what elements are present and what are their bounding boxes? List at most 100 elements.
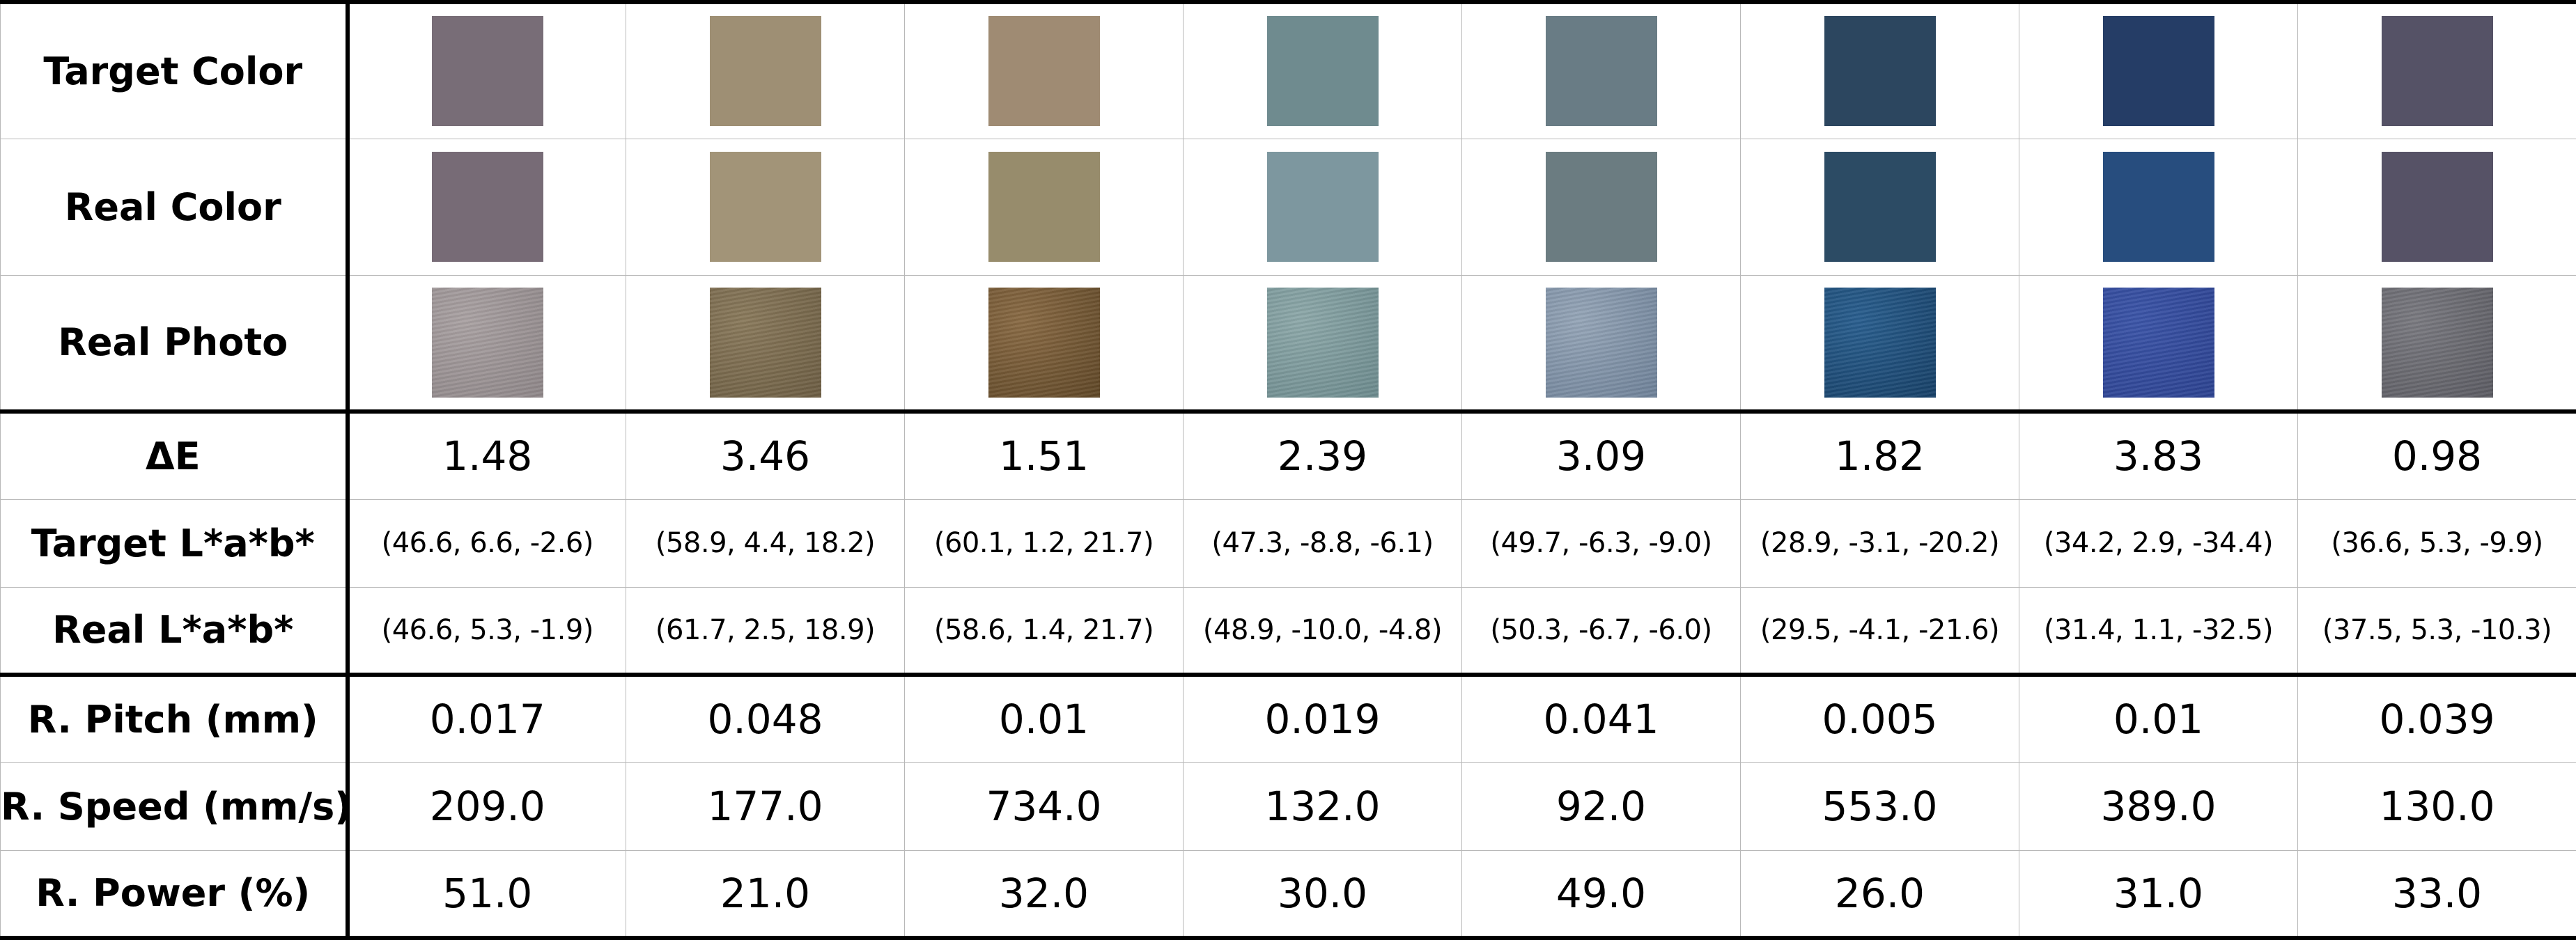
row-label-real-photo: Real Photo [1, 275, 348, 412]
target-lab-value: (60.1, 1.2, 21.7) [905, 499, 1184, 587]
target-color-swatch [2103, 16, 2214, 126]
target-lab-value: (49.7, -6.3, -9.0) [1462, 499, 1741, 587]
speed-value: 209.0 [348, 762, 626, 850]
real-photo-image [432, 288, 543, 398]
speed-value: 553.0 [1741, 762, 2019, 850]
real-color-swatch [2382, 152, 2493, 262]
power-value: 31.0 [2019, 850, 2298, 938]
delta-e-value: 3.09 [1462, 412, 1741, 499]
cell [905, 275, 1184, 412]
real-color-swatch [1824, 152, 1936, 262]
cell [348, 2, 626, 139]
power-value: 26.0 [1741, 850, 2019, 938]
cell [1741, 275, 2019, 412]
cell [1741, 2, 2019, 139]
real-lab-value: (61.7, 2.5, 18.9) [626, 587, 905, 675]
real-photo-image [1546, 288, 1657, 398]
real-lab-value: (48.9, -10.0, -4.8) [1184, 587, 1462, 675]
cell [1462, 139, 1741, 275]
delta-e-value: 1.51 [905, 412, 1184, 499]
target-color-swatch [1546, 16, 1657, 126]
cell [2019, 139, 2298, 275]
real-lab-row: Real L*a*b* (46.6, 5.3, -1.9) (61.7, 2.5… [1, 587, 2576, 675]
real-lab-value: (50.3, -6.7, -6.0) [1462, 587, 1741, 675]
real-photo-image [710, 288, 821, 398]
real-color-swatch [710, 152, 821, 262]
row-label-power: R. Power (%) [1, 850, 348, 938]
pitch-value: 0.039 [2298, 675, 2576, 762]
real-photo-row: Real Photo [1, 275, 2576, 412]
pitch-value: 0.041 [1462, 675, 1741, 762]
real-photo-image [988, 288, 1100, 398]
target-color-swatch [1824, 16, 1936, 126]
speed-value: 130.0 [2298, 762, 2576, 850]
power-value: 32.0 [905, 850, 1184, 938]
target-color-row: Target Color [1, 2, 2576, 139]
target-color-swatch [1267, 16, 1379, 126]
power-value: 51.0 [348, 850, 626, 938]
power-value: 30.0 [1184, 850, 1462, 938]
cell [626, 2, 905, 139]
delta-e-row: ΔE 1.48 3.46 1.51 2.39 3.09 1.82 3.83 0.… [1, 412, 2576, 499]
cell [2019, 275, 2298, 412]
real-color-swatch [2103, 152, 2214, 262]
target-lab-row: Target L*a*b* (46.6, 6.6, -2.6) (58.9, 4… [1, 499, 2576, 587]
real-color-swatch [1546, 152, 1657, 262]
real-photo-image [1267, 288, 1379, 398]
delta-e-value: 0.98 [2298, 412, 2576, 499]
power-value: 33.0 [2298, 850, 2576, 938]
pitch-value: 0.01 [2019, 675, 2298, 762]
cell [2298, 2, 2576, 139]
speed-value: 92.0 [1462, 762, 1741, 850]
real-lab-value: (58.6, 1.4, 21.7) [905, 587, 1184, 675]
delta-e-value: 1.48 [348, 412, 626, 499]
cell [626, 139, 905, 275]
delta-e-value: 3.83 [2019, 412, 2298, 499]
row-label-pitch: R. Pitch (mm) [1, 675, 348, 762]
real-lab-value: (29.5, -4.1, -21.6) [1741, 587, 2019, 675]
real-photo-image [2382, 288, 2493, 398]
target-lab-value: (28.9, -3.1, -20.2) [1741, 499, 2019, 587]
target-lab-value: (46.6, 6.6, -2.6) [348, 499, 626, 587]
pitch-value: 0.048 [626, 675, 905, 762]
real-lab-value: (31.4, 1.1, -32.5) [2019, 587, 2298, 675]
real-color-swatch [432, 152, 543, 262]
target-lab-value: (36.6, 5.3, -9.9) [2298, 499, 2576, 587]
pitch-value: 0.017 [348, 675, 626, 762]
real-lab-value: (37.5, 5.3, -10.3) [2298, 587, 2576, 675]
pitch-value: 0.005 [1741, 675, 2019, 762]
cell [1184, 139, 1462, 275]
cell [348, 275, 626, 412]
pitch-row: R. Pitch (mm) 0.017 0.048 0.01 0.019 0.0… [1, 675, 2576, 762]
speed-value: 132.0 [1184, 762, 1462, 850]
cell [348, 139, 626, 275]
real-color-swatch [988, 152, 1100, 262]
real-photo-image [2103, 288, 2214, 398]
target-color-swatch [988, 16, 1100, 126]
target-color-swatch [432, 16, 543, 126]
speed-value: 177.0 [626, 762, 905, 850]
real-color-swatch [1267, 152, 1379, 262]
row-label-target-lab: Target L*a*b* [1, 499, 348, 587]
cell [1462, 2, 1741, 139]
delta-e-value: 3.46 [626, 412, 905, 499]
cell [905, 139, 1184, 275]
target-lab-value: (47.3, -8.8, -6.1) [1184, 499, 1462, 587]
cell [2298, 275, 2576, 412]
speed-row: R. Speed (mm/s) 209.0 177.0 734.0 132.0 … [1, 762, 2576, 850]
cell [905, 2, 1184, 139]
real-photo-image [1824, 288, 1936, 398]
cell [1741, 139, 2019, 275]
row-label-real-color: Real Color [1, 139, 348, 275]
power-value: 21.0 [626, 850, 905, 938]
speed-value: 389.0 [2019, 762, 2298, 850]
row-label-speed: R. Speed (mm/s) [1, 762, 348, 850]
cell [2298, 139, 2576, 275]
cell [2019, 2, 2298, 139]
row-label-target-color: Target Color [1, 2, 348, 139]
target-color-swatch [710, 16, 821, 126]
target-lab-value: (58.9, 4.4, 18.2) [626, 499, 905, 587]
pitch-value: 0.01 [905, 675, 1184, 762]
delta-e-value: 1.82 [1741, 412, 2019, 499]
